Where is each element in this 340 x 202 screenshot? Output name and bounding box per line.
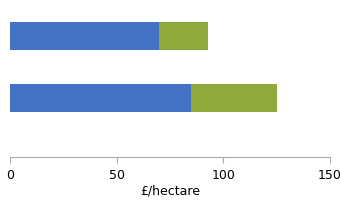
Bar [191,84,276,113]
X-axis label: £/hectare: £/hectare [140,184,200,197]
Bar [159,23,208,51]
Bar [10,84,191,113]
Bar [10,23,159,51]
